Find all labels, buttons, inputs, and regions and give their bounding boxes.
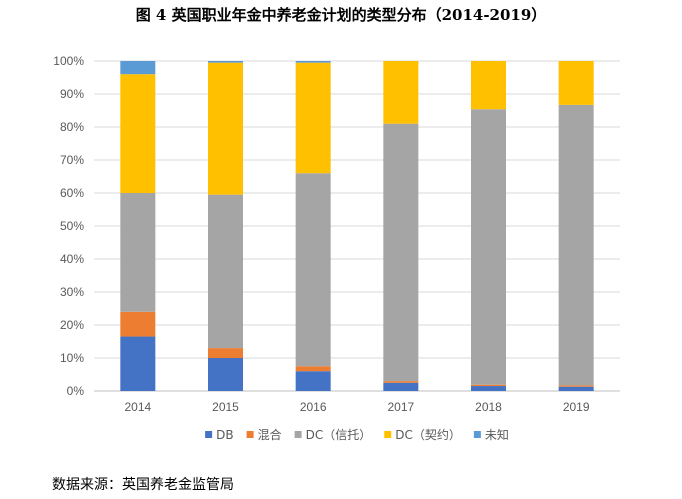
bar-segment bbox=[208, 194, 243, 349]
x-tick-label: 2014 bbox=[124, 400, 151, 414]
bar-segment bbox=[383, 382, 419, 391]
x-tick-label: 2016 bbox=[300, 400, 327, 414]
bar-segment bbox=[558, 104, 594, 386]
bar-segment bbox=[558, 386, 594, 391]
y-tick-label: 20% bbox=[60, 318, 84, 332]
bar-segment bbox=[120, 336, 156, 391]
bar-segment bbox=[471, 61, 506, 110]
x-tick-label: 2015 bbox=[212, 400, 239, 414]
legend-swatch bbox=[473, 431, 481, 438]
bar-segment bbox=[295, 61, 331, 63]
legend-swatch bbox=[384, 431, 392, 438]
bar-segment bbox=[558, 61, 594, 105]
bar-segment bbox=[383, 123, 419, 382]
bar-segment bbox=[120, 74, 156, 193]
y-tick-label: 70% bbox=[60, 153, 84, 167]
bar-segment bbox=[558, 385, 594, 387]
chart-title: 图 4 英国职业年金中养老金计划的类型分布（2014-2019） bbox=[135, 6, 547, 24]
bar-segment bbox=[295, 173, 331, 367]
legend-swatch bbox=[246, 431, 254, 438]
legend-label: 未知 bbox=[485, 428, 509, 442]
bar-segment bbox=[295, 366, 331, 372]
y-tick-label: 30% bbox=[60, 285, 84, 299]
legend-item: DB bbox=[205, 428, 234, 442]
bar-segment bbox=[120, 193, 156, 312]
y-tick-label: 50% bbox=[60, 219, 84, 233]
legend-swatch bbox=[205, 431, 213, 438]
x-tick-label: 2017 bbox=[387, 400, 414, 414]
bar-segment bbox=[383, 381, 419, 383]
y-tick-label: 80% bbox=[60, 120, 84, 134]
legend-item: 混合 bbox=[246, 427, 282, 442]
bar-segment bbox=[295, 62, 331, 174]
bar-segment bbox=[383, 61, 419, 124]
bar-segment bbox=[295, 371, 331, 391]
bar-segment bbox=[208, 62, 243, 195]
y-tick-label: 90% bbox=[60, 87, 84, 101]
legend-label: DB bbox=[216, 428, 233, 442]
y-tick-label: 100% bbox=[53, 54, 84, 68]
legend-label: 混合 bbox=[258, 427, 282, 442]
bar-segment bbox=[471, 109, 506, 385]
source-note: 数据来源：英国养老金监管局 bbox=[52, 477, 234, 493]
bar-segment bbox=[208, 348, 243, 358]
bar-segment bbox=[208, 61, 243, 63]
bar-segment bbox=[120, 311, 156, 337]
bar-segment bbox=[120, 61, 156, 75]
legend-item: 未知 bbox=[473, 428, 509, 442]
legend-label: DC（契约） bbox=[395, 427, 461, 442]
x-tick-label: 2019 bbox=[563, 400, 590, 414]
y-tick-label: 40% bbox=[60, 252, 84, 266]
bar-segment bbox=[471, 386, 506, 391]
legend-label: DC（信托） bbox=[306, 428, 372, 442]
y-tick-label: 60% bbox=[60, 186, 84, 200]
y-tick-label: 0% bbox=[67, 384, 85, 398]
y-tick-label: 10% bbox=[60, 351, 84, 365]
bar-segment bbox=[208, 358, 243, 391]
legend-swatch bbox=[294, 431, 302, 438]
legend-item: DC（信托） bbox=[294, 428, 372, 442]
bar-segment bbox=[471, 384, 506, 387]
x-tick-label: 2018 bbox=[475, 400, 502, 414]
legend-item: DC（契约） bbox=[384, 427, 461, 442]
